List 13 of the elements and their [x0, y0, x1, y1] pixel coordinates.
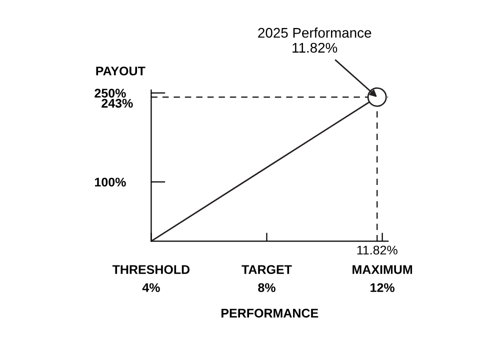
text: MAXIMUM: [352, 265, 412, 274]
y-tick-label: 100%: [95, 178, 126, 187]
x-tick-label: 4%: [142, 283, 160, 292]
x-tick-label: 8%: [258, 283, 276, 292]
y-tick-label: 250%: [94, 88, 126, 98]
x-tick-label: 12%: [370, 283, 394, 292]
ref-line-label: 11.82%: [357, 246, 398, 255]
ref-line-label: 243%: [102, 98, 133, 108]
annotation: 2025 Performance 11.82%: [258, 28, 372, 53]
y-axis-title: PAYOUT: [96, 66, 146, 76]
text: TARGET: [242, 265, 292, 274]
x-axis-title: PERFORMANCE: [222, 308, 318, 318]
text: THRESHOLD: [112, 265, 190, 274]
